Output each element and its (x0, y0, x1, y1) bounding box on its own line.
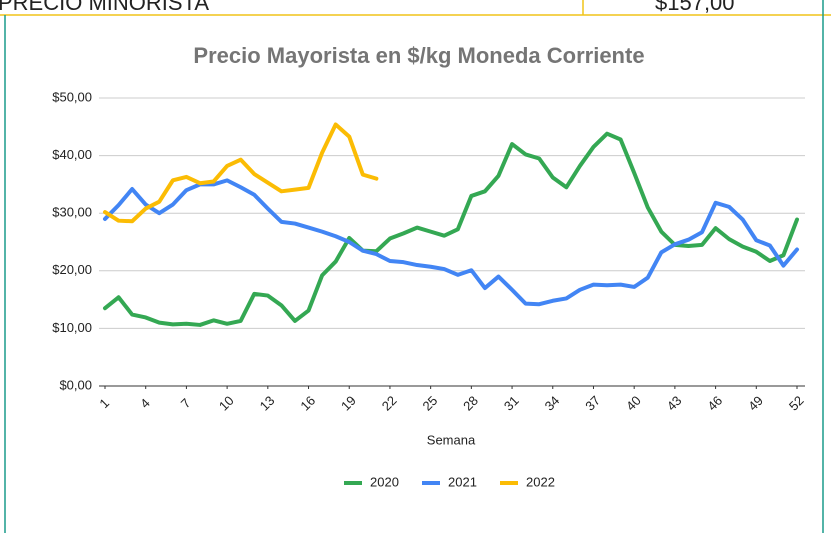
y-tick-label: $50,00 (52, 89, 92, 104)
x-tick-label: 25 (419, 393, 440, 414)
legend-label: 2020 (370, 474, 399, 489)
header-value: $157,00 (655, 0, 735, 15)
x-tick-label: 52 (786, 393, 807, 414)
x-tick-label: 16 (297, 393, 318, 414)
header-label: PRECIO MINORISTA (0, 0, 209, 15)
x-tick-label: 34 (542, 393, 563, 414)
y-tick-label: $30,00 (52, 205, 92, 220)
x-tick-label: 46 (704, 393, 725, 414)
chart-title: Precio Mayorista en $/kg Moneda Corrient… (193, 43, 644, 68)
x-tick-label: 7 (178, 395, 194, 411)
x-tick-label: 10 (216, 393, 237, 414)
series-line (103, 122, 379, 224)
x-tick-label: 19 (338, 393, 359, 414)
x-tick-label: 28 (460, 393, 481, 414)
series-line (103, 131, 799, 327)
y-tick-label: $40,00 (52, 147, 92, 162)
x-tick-label: 4 (137, 395, 153, 411)
x-tick-label: 43 (664, 393, 685, 414)
y-tick-label: $20,00 (52, 262, 92, 277)
x-tick-label: 49 (745, 393, 766, 414)
legend-label: 2022 (526, 474, 555, 489)
x-tick-label: 22 (379, 393, 400, 414)
x-tick-label: 31 (501, 393, 522, 414)
x-tick-label: 1 (96, 395, 112, 411)
legend-label: 2021 (448, 474, 477, 489)
x-tick-label: 13 (257, 393, 278, 414)
x-tick-label: 37 (582, 393, 603, 414)
x-tick-label: 40 (623, 393, 644, 414)
series-line (103, 178, 799, 307)
y-tick-label: $10,00 (52, 320, 92, 335)
x-axis-label: Semana (427, 432, 476, 447)
y-tick-label: $0,00 (59, 377, 92, 392)
